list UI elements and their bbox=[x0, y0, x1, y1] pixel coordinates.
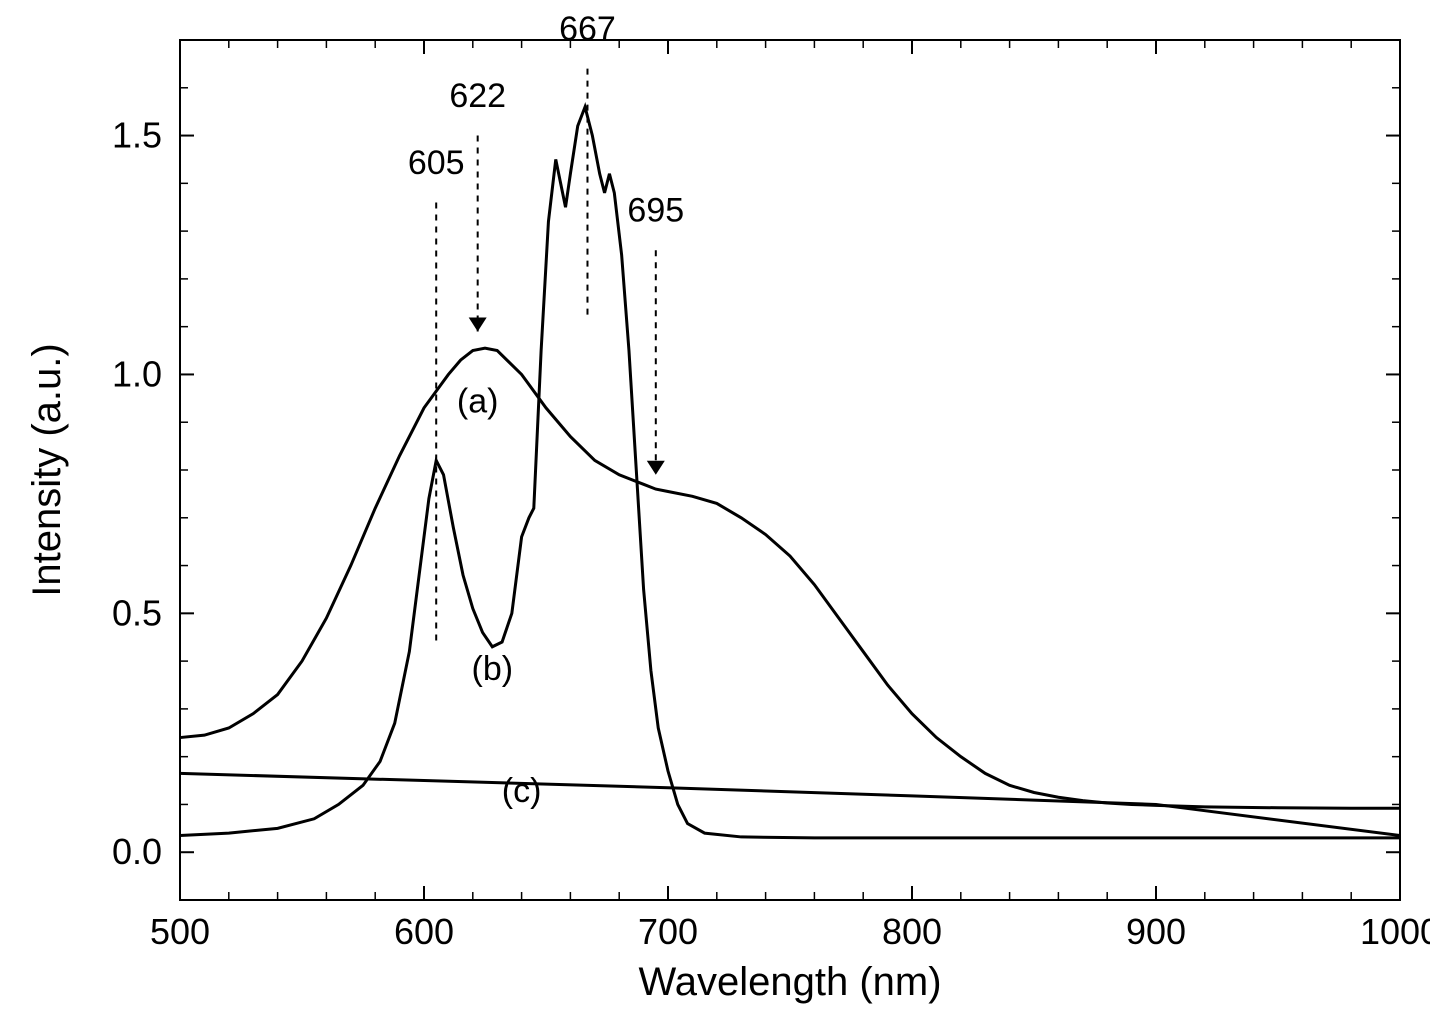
x-axis-label: Wavelength (nm) bbox=[638, 960, 941, 1004]
peak-label-622: 622 bbox=[449, 77, 506, 115]
chart-svg: 500 600 700 800 900 1000 0.0 0.5 1.0 1.5 Wavelengt… bbox=[0, 0, 1430, 1027]
peak-label-605: 605 bbox=[408, 144, 465, 182]
y-axis-label: Intensity (a.u.) bbox=[25, 343, 69, 596]
y-tick-label: 1.5 bbox=[112, 115, 162, 156]
series-c bbox=[180, 773, 1400, 835]
peak-label-667: 667 bbox=[559, 10, 616, 48]
x-tick-label: 600 bbox=[394, 911, 454, 952]
x-tick-label: 500 bbox=[150, 911, 210, 952]
series-a bbox=[180, 348, 1400, 808]
peak-label-695: 695 bbox=[627, 192, 684, 230]
series-label-b: (b) bbox=[472, 650, 514, 688]
peak-arrow-622 bbox=[469, 317, 487, 331]
x-tick-label: 800 bbox=[882, 911, 942, 952]
series-label-a: (a) bbox=[457, 383, 499, 421]
x-tick-label: 900 bbox=[1126, 911, 1186, 952]
series-b bbox=[180, 107, 1400, 838]
y-tick-label: 1.0 bbox=[112, 353, 162, 394]
y-tick-label: 0.5 bbox=[112, 592, 162, 633]
x-tick-label: 1000 bbox=[1360, 911, 1430, 952]
x-tick-label: 700 bbox=[638, 911, 698, 952]
series-label-c: (c) bbox=[502, 772, 542, 810]
plot-border bbox=[180, 40, 1400, 900]
y-tick-label: 0.0 bbox=[112, 831, 162, 872]
spectrum-chart: 500 600 700 800 900 1000 0.0 0.5 1.0 1.5 Wavelengt… bbox=[0, 0, 1430, 1027]
peak-arrow-695 bbox=[647, 461, 665, 475]
